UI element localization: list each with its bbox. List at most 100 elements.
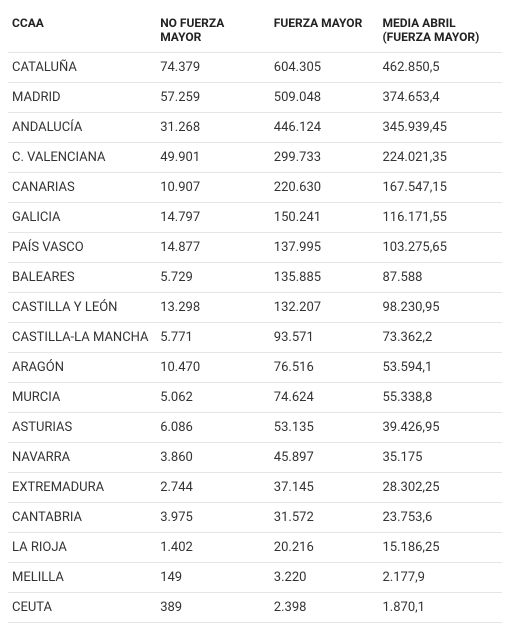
table-cell: 299.733 xyxy=(270,143,379,173)
table-cell: MURCIA xyxy=(8,383,156,413)
table-cell: 3.975 xyxy=(156,503,270,533)
table-cell: 137.995 xyxy=(270,233,379,263)
table-cell: 87.588 xyxy=(378,263,502,293)
table-cell: 23.753,6 xyxy=(378,503,502,533)
table-cell: 2.744 xyxy=(156,473,270,503)
table-row: MURCIA5.06274.62455.338,8 xyxy=(8,383,502,413)
table-cell: ANDALUCÍA xyxy=(8,113,156,143)
table-cell: NAVARRA xyxy=(8,443,156,473)
table-cell: 45.897 xyxy=(270,443,379,473)
table-cell: 76.516 xyxy=(270,353,379,383)
table-row: CATALUÑA74.379604.305462.850,5 xyxy=(8,53,502,83)
table-cell: CASTILLA Y LEÓN xyxy=(8,293,156,323)
table-row: EXTREMADURA2.74437.14528.302,25 xyxy=(8,473,502,503)
table-cell: 132.207 xyxy=(270,293,379,323)
table-cell: 98.230,95 xyxy=(378,293,502,323)
table-row: NAVARRA3.86045.89735.175 xyxy=(8,443,502,473)
table-cell: 224.021,35 xyxy=(378,143,502,173)
table-cell: 5.771 xyxy=(156,323,270,353)
table-cell: GALICIA xyxy=(8,203,156,233)
table-cell: 53.594,1 xyxy=(378,353,502,383)
table-cell: 6.086 xyxy=(156,413,270,443)
table-row: CANTABRIA3.97531.57223.753,6 xyxy=(8,503,502,533)
table-cell: 37.145 xyxy=(270,473,379,503)
table-cell: 10.907 xyxy=(156,173,270,203)
col-header-ccaa: CCAA xyxy=(8,8,156,53)
table-cell: 74.379 xyxy=(156,53,270,83)
table-cell: 3.860 xyxy=(156,443,270,473)
table-cell: 3.220 xyxy=(270,563,379,593)
table-cell: 73.362,2 xyxy=(378,323,502,353)
table-cell: 2.177,9 xyxy=(378,563,502,593)
table-cell: 20.216 xyxy=(270,533,379,563)
table-cell: 1.870,1 xyxy=(378,593,502,623)
table-row: MADRID57.259509.048374.653,4 xyxy=(8,83,502,113)
table-cell: 74.624 xyxy=(270,383,379,413)
table-cell: CEUTA xyxy=(8,593,156,623)
table-cell: 149 xyxy=(156,563,270,593)
table-cell: C. VALENCIANA xyxy=(8,143,156,173)
table-cell: ASTURIAS xyxy=(8,413,156,443)
table-row: LA RIOJA1.40220.21615.186,25 xyxy=(8,533,502,563)
table-row: ARAGÓN10.47076.51653.594,1 xyxy=(8,353,502,383)
table-cell: 604.305 xyxy=(270,53,379,83)
table-cell: 1.402 xyxy=(156,533,270,563)
table-cell: CANTABRIA xyxy=(8,503,156,533)
data-table: CCAA NO FUERZA MAYOR FUERZA MAYOR MEDIA … xyxy=(8,8,502,623)
col-header-no-fuerza: NO FUERZA MAYOR xyxy=(156,8,270,53)
table-cell: 462.850,5 xyxy=(378,53,502,83)
table-cell: 93.571 xyxy=(270,323,379,353)
table-cell: 374.653,4 xyxy=(378,83,502,113)
table-cell: 14.797 xyxy=(156,203,270,233)
table-row: CANARIAS10.907220.630167.547,15 xyxy=(8,173,502,203)
table-cell: CASTILLA-LA MANCHA xyxy=(8,323,156,353)
table-cell: 345.939,45 xyxy=(378,113,502,143)
table-header-row: CCAA NO FUERZA MAYOR FUERZA MAYOR MEDIA … xyxy=(8,8,502,53)
table-cell: CANARIAS xyxy=(8,173,156,203)
table-cell: 2.398 xyxy=(270,593,379,623)
table-row: CASTILLA Y LEÓN13.298132.20798.230,95 xyxy=(8,293,502,323)
table-cell: 49.901 xyxy=(156,143,270,173)
table-cell: 167.547,15 xyxy=(378,173,502,203)
table-cell: 15.186,25 xyxy=(378,533,502,563)
table-cell: CATALUÑA xyxy=(8,53,156,83)
table-cell: 39.426,95 xyxy=(378,413,502,443)
table-cell: LA RIOJA xyxy=(8,533,156,563)
table-cell: 57.259 xyxy=(156,83,270,113)
col-header-media: MEDIA ABRIL (FUERZA MAYOR) xyxy=(378,8,502,53)
table-cell: 53.135 xyxy=(270,413,379,443)
table-cell: 220.630 xyxy=(270,173,379,203)
table-cell: 14.877 xyxy=(156,233,270,263)
table-row: ASTURIAS6.08653.13539.426,95 xyxy=(8,413,502,443)
table-cell: 31.268 xyxy=(156,113,270,143)
table-cell: 10.470 xyxy=(156,353,270,383)
table-cell: 509.048 xyxy=(270,83,379,113)
table-cell: 103.275,65 xyxy=(378,233,502,263)
table-row: GALICIA14.797150.241116.171,55 xyxy=(8,203,502,233)
table-cell: 135.885 xyxy=(270,263,379,293)
table-cell: 31.572 xyxy=(270,503,379,533)
table-row: C. VALENCIANA49.901299.733224.021,35 xyxy=(8,143,502,173)
table-cell: 35.175 xyxy=(378,443,502,473)
table-cell: 5.729 xyxy=(156,263,270,293)
table-row: BALEARES5.729135.88587.588 xyxy=(8,263,502,293)
table-row: ANDALUCÍA31.268446.124345.939,45 xyxy=(8,113,502,143)
table-cell: 55.338,8 xyxy=(378,383,502,413)
table-cell: 446.124 xyxy=(270,113,379,143)
table-row: CASTILLA-LA MANCHA5.77193.57173.362,2 xyxy=(8,323,502,353)
table-cell: MELILLA xyxy=(8,563,156,593)
table-cell: 150.241 xyxy=(270,203,379,233)
table-cell: 389 xyxy=(156,593,270,623)
table-cell: PAÍS VASCO xyxy=(8,233,156,263)
table-cell: 116.171,55 xyxy=(378,203,502,233)
table-cell: 13.298 xyxy=(156,293,270,323)
table-cell: 28.302,25 xyxy=(378,473,502,503)
table-cell: BALEARES xyxy=(8,263,156,293)
table-cell: 5.062 xyxy=(156,383,270,413)
table-cell: ARAGÓN xyxy=(8,353,156,383)
table-cell: MADRID xyxy=(8,83,156,113)
table-row: MELILLA1493.2202.177,9 xyxy=(8,563,502,593)
table-cell: EXTREMADURA xyxy=(8,473,156,503)
table-row: CEUTA3892.3981.870,1 xyxy=(8,593,502,623)
table-row: PAÍS VASCO14.877137.995103.275,65 xyxy=(8,233,502,263)
